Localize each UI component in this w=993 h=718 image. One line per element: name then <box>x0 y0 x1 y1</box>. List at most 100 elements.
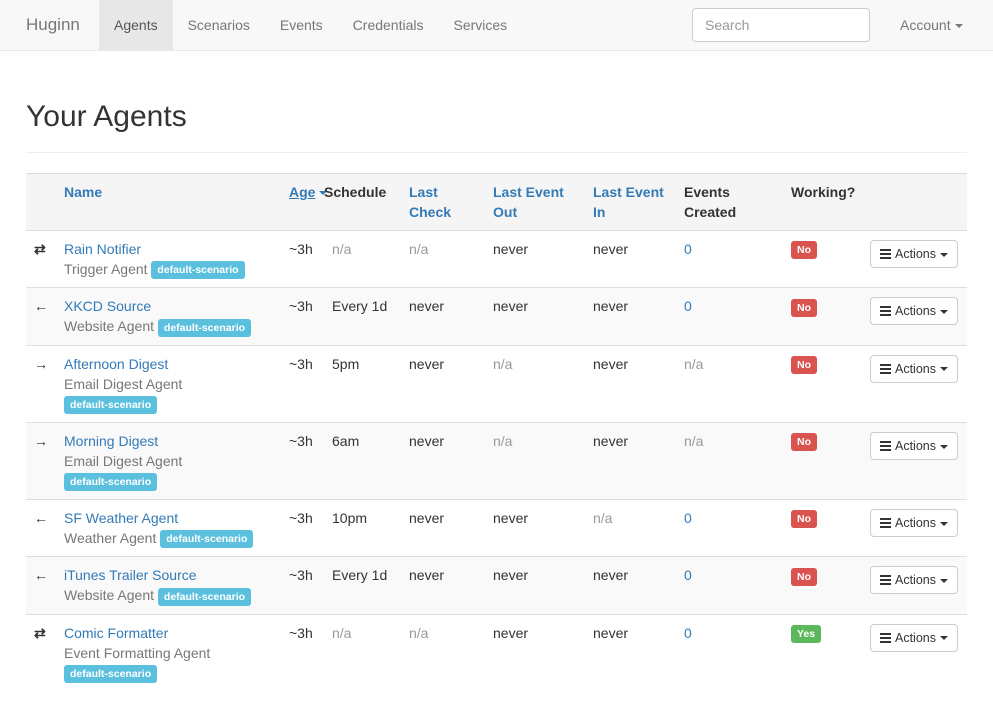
actions-label: Actions <box>895 516 936 530</box>
events-created-link[interactable]: 0 <box>684 298 692 314</box>
events-created-link[interactable]: 0 <box>684 567 692 583</box>
agents-table: Name Age Schedule Last Check Last Event … <box>26 173 967 691</box>
search-input[interactable] <box>692 8 870 42</box>
actions-button[interactable]: Actions <box>870 355 958 383</box>
table-row: ⇄ Rain NotifierTrigger Agent default-sce… <box>26 231 967 288</box>
schedule-cell: n/a <box>324 231 401 288</box>
table-row: → Afternoon DigestEmail Digest Agent def… <box>26 345 967 422</box>
last-event-out-cell: n/a <box>485 422 585 499</box>
agent-name-link[interactable]: SF Weather Agent <box>64 510 178 526</box>
last-event-out-cell: never <box>485 614 585 691</box>
last-check-cell: never <box>401 557 485 614</box>
navbar: Huginn AgentsScenariosEventsCredentialsS… <box>0 0 993 51</box>
caret-down-icon <box>940 522 948 526</box>
working-status-badge: Yes <box>791 625 821 643</box>
last-event-in-cell: never <box>585 345 676 422</box>
agent-name-link[interactable]: Morning Digest <box>64 433 158 449</box>
working-status-badge: No <box>791 241 817 259</box>
schedule-cell: 10pm <box>324 500 401 557</box>
last-check-cell: n/a <box>401 614 485 691</box>
agent-type: Website Agent <box>64 318 154 334</box>
working-status-badge: No <box>791 568 817 586</box>
nav-tabs: AgentsScenariosEventsCredentialsServices <box>99 0 522 50</box>
last-event-out-cell: n/a <box>485 345 585 422</box>
agent-name-link[interactable]: XKCD Source <box>64 298 151 314</box>
agent-name-link[interactable]: Comic Formatter <box>64 625 168 641</box>
actions-label: Actions <box>895 631 936 645</box>
last-event-in-cell: n/a <box>585 500 676 557</box>
sort-last-event-in-link[interactable]: Last Event In <box>593 184 664 220</box>
scenario-badge[interactable]: default-scenario <box>151 261 244 279</box>
last-event-out-cell: never <box>485 500 585 557</box>
last-check-cell: n/a <box>401 231 485 288</box>
bidirectional-arrows-icon: ⇄ <box>34 625 46 641</box>
sort-last-check-link[interactable]: Last Check <box>409 184 451 220</box>
last-check-cell: never <box>401 345 485 422</box>
list-icon <box>880 441 891 451</box>
agent-type: Email Digest Agent <box>64 376 182 392</box>
caret-down-icon <box>940 367 948 371</box>
sort-age-link[interactable]: Age <box>289 184 315 200</box>
last-event-out-cell: never <box>485 288 585 345</box>
age-cell: ~3h <box>281 422 324 499</box>
events-created-link[interactable]: 0 <box>684 510 692 526</box>
tab-credentials[interactable]: Credentials <box>338 0 439 50</box>
brand-logo[interactable]: Huginn <box>26 15 80 35</box>
scenario-badge[interactable]: default-scenario <box>64 396 157 414</box>
tab-services[interactable]: Services <box>439 0 523 50</box>
actions-button[interactable]: Actions <box>870 624 958 652</box>
actions-button[interactable]: Actions <box>870 240 958 268</box>
events-created-cell: n/a <box>684 356 703 372</box>
sort-last-event-out-link[interactable]: Last Event Out <box>493 184 564 220</box>
actions-button[interactable]: Actions <box>870 297 958 325</box>
schedule-cell: n/a <box>324 614 401 691</box>
table-row: ← XKCD Source Website Agent default-scena… <box>26 288 967 345</box>
last-event-in-cell: never <box>585 288 676 345</box>
tab-events[interactable]: Events <box>265 0 338 50</box>
agent-name-link[interactable]: iTunes Trailer Source <box>64 567 197 583</box>
working-status-badge: No <box>791 299 817 317</box>
actions-button[interactable]: Actions <box>870 432 958 460</box>
arrow-right-icon: → <box>34 433 48 449</box>
events-created-link[interactable]: 0 <box>684 241 692 257</box>
scenario-badge[interactable]: default-scenario <box>158 588 251 606</box>
scenario-badge[interactable]: default-scenario <box>64 473 157 491</box>
sort-name-link[interactable]: Name <box>64 184 102 200</box>
table-header: Name Age Schedule Last Check Last Event … <box>26 174 967 231</box>
list-icon <box>880 249 891 259</box>
tab-agents[interactable]: Agents <box>99 0 173 50</box>
last-check-cell: never <box>401 288 485 345</box>
page-title: Your Agents <box>26 98 187 136</box>
scenario-badge[interactable]: default-scenario <box>64 665 157 683</box>
caret-down-icon <box>940 310 948 314</box>
actions-button[interactable]: Actions <box>870 566 958 594</box>
account-menu[interactable]: Account <box>900 15 963 35</box>
age-cell: ~3h <box>281 500 324 557</box>
agent-name-link[interactable]: Rain Notifier <box>64 241 141 257</box>
events-created-link[interactable]: 0 <box>684 625 692 641</box>
actions-label: Actions <box>895 362 936 376</box>
actions-button[interactable]: Actions <box>870 509 958 537</box>
last-event-in-cell: never <box>585 422 676 499</box>
age-cell: ~3h <box>281 231 324 288</box>
schedule-cell: 6am <box>324 422 401 499</box>
agent-type: Trigger Agent <box>64 261 148 277</box>
last-event-in-cell: never <box>585 614 676 691</box>
last-event-out-cell: never <box>485 557 585 614</box>
working-status-badge: No <box>791 510 817 528</box>
table-row: → Morning DigestEmail Digest Agent defau… <box>26 422 967 499</box>
caret-down-icon <box>955 24 963 28</box>
list-icon <box>880 518 891 528</box>
arrow-left-icon: ← <box>34 510 48 526</box>
list-icon <box>880 364 891 374</box>
tab-scenarios[interactable]: Scenarios <box>173 0 265 50</box>
scenario-badge[interactable]: default-scenario <box>160 530 253 548</box>
agent-name-link[interactable]: Afternoon Digest <box>64 356 168 372</box>
scenario-badge[interactable]: default-scenario <box>158 319 251 337</box>
table-row: ⇄ Comic FormatterEvent Formatting Agent … <box>26 614 967 691</box>
last-check-cell: never <box>401 500 485 557</box>
last-event-in-cell: never <box>585 557 676 614</box>
arrow-left-icon: ← <box>34 298 48 314</box>
caret-down-icon <box>940 253 948 257</box>
working-status-badge: No <box>791 356 817 374</box>
